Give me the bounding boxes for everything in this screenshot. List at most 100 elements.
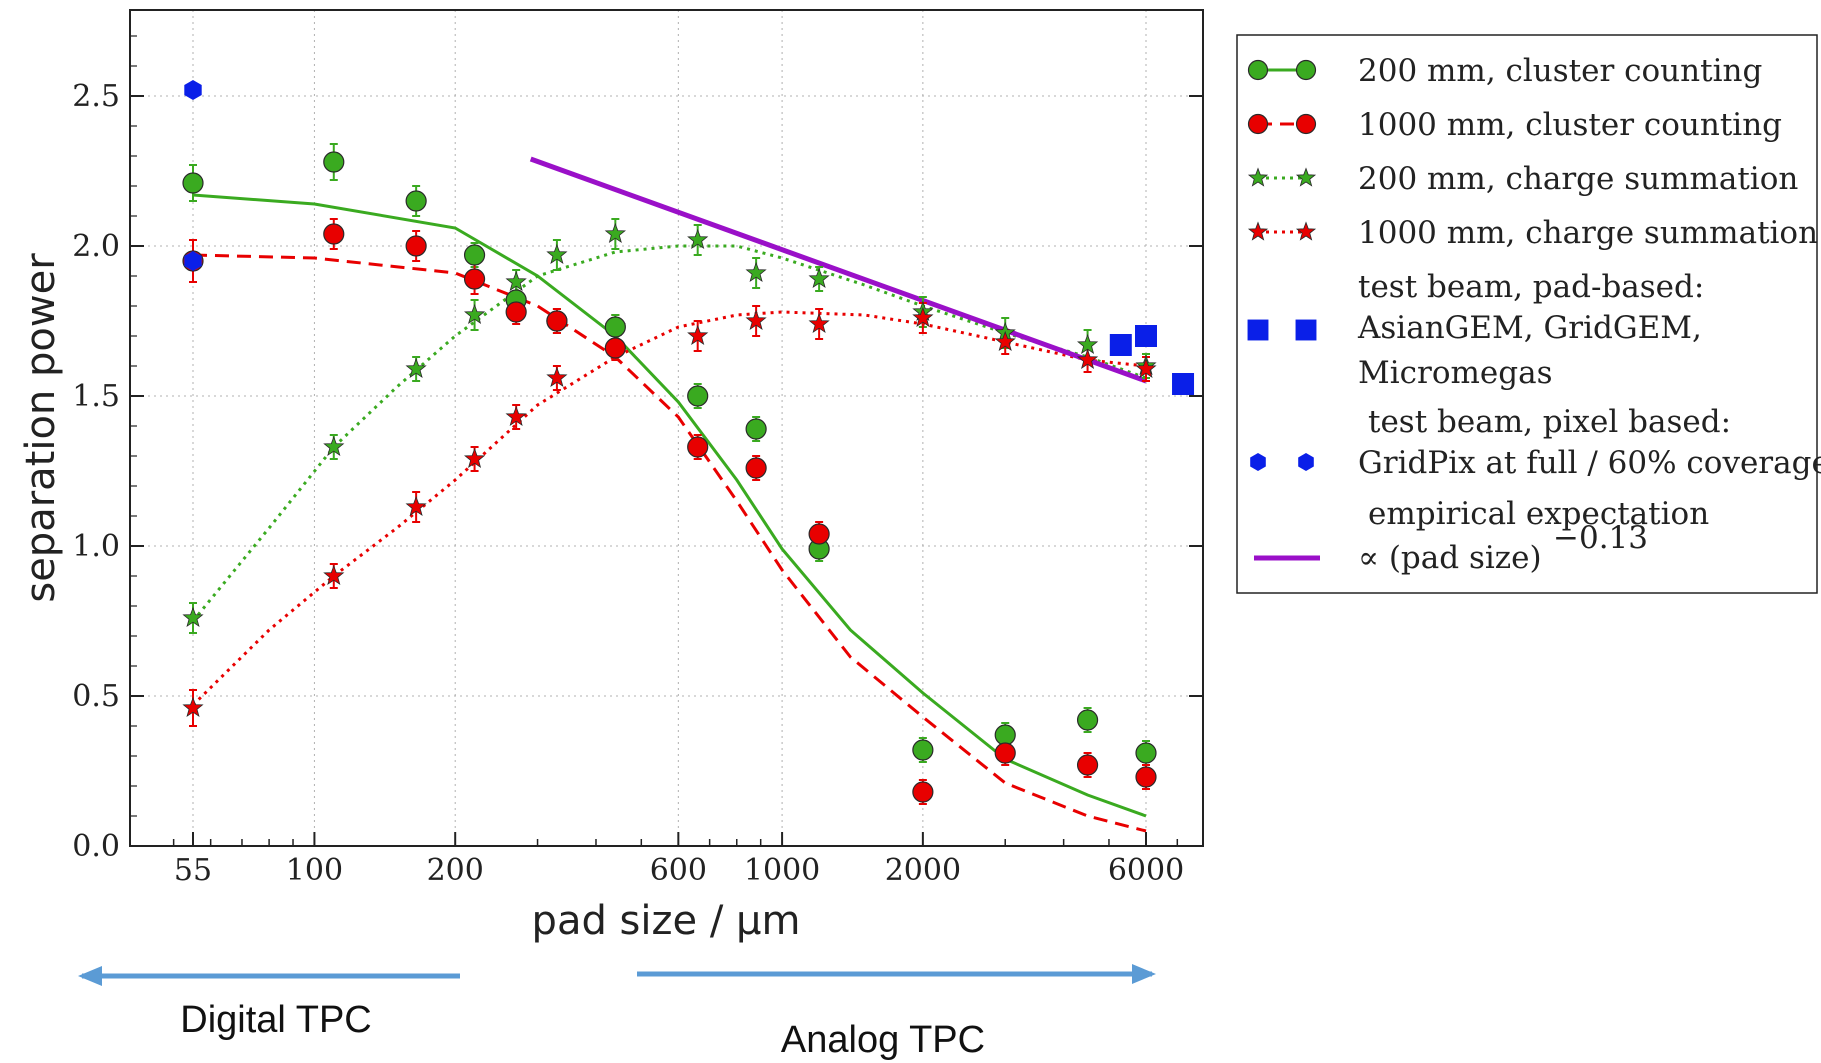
data-point (808, 267, 830, 289)
legend-marker (1295, 59, 1317, 81)
data-point (182, 606, 204, 628)
legend-marker (1295, 113, 1317, 135)
data-point (405, 495, 427, 517)
legend-label: GridPix at full / 60% coverage (1358, 445, 1821, 481)
axis-ticks (130, 35, 1203, 847)
data-point (745, 261, 767, 283)
y-tick-label: 0.5 (72, 679, 120, 714)
data-point (463, 244, 486, 266)
data-point (184, 251, 202, 271)
x-tick-label: 6000 (1108, 853, 1184, 888)
legend-marker (1247, 113, 1269, 135)
legend-box (1236, 34, 1818, 594)
y-tick-label: 2.5 (72, 79, 120, 114)
fit-curve (191, 244, 1147, 622)
legend-label: Micromegas (1358, 355, 1552, 391)
data-point (994, 742, 1016, 764)
data-point (1135, 325, 1157, 347)
y-tick-label: 1.0 (72, 529, 120, 564)
data-point (546, 243, 568, 265)
x-tick-label: 1000 (744, 853, 820, 888)
plot-frame (129, 9, 1204, 847)
digital-tpc-label: Digital TPC (180, 999, 371, 1041)
data-point (323, 223, 345, 245)
legend-label: ∝ (pad size) (1358, 540, 1542, 576)
empirical-expectation-line (529, 156, 1147, 384)
x-tick-label: 2000 (885, 853, 961, 888)
data-point (405, 357, 427, 379)
data-point (912, 739, 934, 761)
data-point (687, 436, 709, 458)
analog-tpc-arrow-head (1132, 964, 1156, 984)
annotations: Digital TPC Analog TPC (78, 964, 1156, 1061)
data-point (745, 309, 767, 331)
data-point (463, 268, 486, 290)
data-point (1077, 348, 1099, 370)
data-point (687, 385, 709, 407)
data-point (1135, 742, 1157, 764)
data-point (505, 405, 527, 427)
data-point (1076, 709, 1099, 731)
data-point (546, 366, 568, 388)
legend-marker (1247, 59, 1269, 81)
legend-marker (1247, 319, 1269, 341)
legend-label: 1000 mm, cluster counting (1358, 107, 1782, 143)
legend-superscript: −0.13 (1553, 520, 1648, 556)
data-point (405, 235, 427, 257)
data-point (464, 447, 486, 469)
data-point (1076, 754, 1099, 776)
legend-label: 200 mm, cluster counting (1358, 53, 1762, 89)
x-axis-title: pad size / μm (532, 898, 801, 944)
data-point (505, 270, 527, 292)
fit-curve (191, 310, 1147, 707)
legend-marker (1247, 167, 1269, 187)
legend-label: test beam, pixel based: (1368, 404, 1731, 440)
x-tick-label: 55 (174, 853, 212, 888)
data-point (405, 190, 427, 212)
data-point (912, 781, 934, 803)
legend-label: 200 mm, charge summation (1358, 161, 1798, 197)
legend-label: AsianGEM, GridGEM, (1357, 310, 1702, 346)
data-point (604, 222, 626, 244)
x-tick-labels: 55 100 200 600 1000 2000 6000 (174, 853, 1184, 888)
data-point (808, 312, 830, 334)
data-point (687, 228, 709, 250)
y-tick-labels: 0.0 0.5 1.0 1.5 2.0 2.5 (72, 79, 120, 864)
data-point (182, 696, 204, 718)
data-point (604, 316, 626, 338)
data-point (912, 306, 934, 328)
data-point (1135, 766, 1157, 788)
legend-marker (1250, 453, 1266, 471)
data-point (1109, 334, 1132, 356)
data-point (745, 418, 767, 440)
data-point (182, 172, 204, 194)
legend-marker (1298, 453, 1314, 471)
legend-label: 1000 mm, charge summation (1358, 215, 1818, 251)
legend-label: test beam, pad-based: (1358, 269, 1704, 305)
data-point (994, 330, 1016, 352)
legend-marker (1295, 319, 1317, 341)
data-point (745, 457, 767, 479)
x-tick-label: 600 (650, 853, 707, 888)
x-tick-label: 100 (286, 853, 343, 888)
data-markers (182, 80, 1195, 803)
data-point (808, 523, 830, 545)
legend-label: empirical expectation (1368, 496, 1709, 532)
y-tick-label: 0.0 (72, 829, 120, 864)
legend: 200 mm, cluster counting 1000 mm, cluster… (1236, 34, 1821, 594)
data-point (464, 303, 486, 325)
data-point (323, 435, 345, 457)
legend-marker (1295, 221, 1317, 241)
y-tick-label: 2.0 (72, 229, 120, 264)
data-point (1172, 373, 1195, 395)
data-point (604, 337, 626, 359)
legend-marker (1247, 221, 1269, 241)
data-point (184, 80, 202, 100)
y-axis-title: separation power (18, 253, 64, 603)
digital-tpc-arrow-head (78, 966, 102, 986)
data-point (687, 324, 709, 346)
data-point (994, 724, 1016, 746)
x-tick-label: 200 (427, 853, 484, 888)
analog-tpc-label: Analog TPC (781, 1019, 985, 1061)
